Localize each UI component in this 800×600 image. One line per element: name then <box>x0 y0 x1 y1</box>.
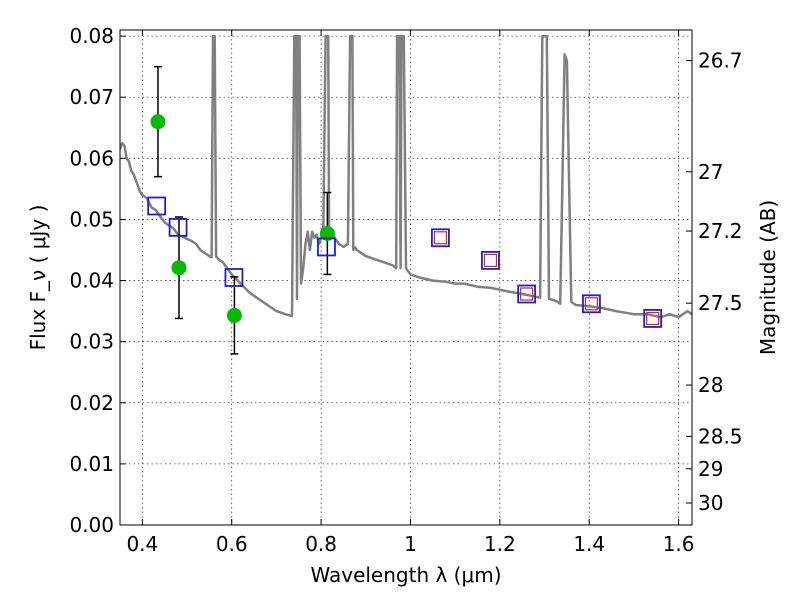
plot-frame <box>119 29 693 526</box>
x-tick-label: 1.6 <box>663 532 695 556</box>
mag-tick-label: 28 <box>698 373 723 397</box>
x-tick-label: 0.8 <box>305 532 337 556</box>
y-tick-label: 0.01 <box>69 452 114 476</box>
mag-tick-label: 28.5 <box>698 424 743 448</box>
model-square <box>643 309 663 328</box>
y-tick-label: 0.03 <box>69 330 114 354</box>
y-tick-label: 0.08 <box>69 24 114 48</box>
mag-tick-label: 29 <box>698 457 723 481</box>
mag-tick-label: 30 <box>698 491 723 515</box>
model-square <box>147 196 167 216</box>
y-tick-label: 0.02 <box>69 391 114 415</box>
upper-limit-square <box>433 231 448 245</box>
upper-limit-square <box>584 297 599 311</box>
x-axis-label: Wavelength λ (μm) <box>310 563 501 587</box>
observed-point <box>150 114 166 130</box>
axis-ticks: 0.4 0.6 0.8 1 1.2 1.4 1.6 0.00 0.01 0.02 0.03 0.04 0… <box>69 24 742 556</box>
observed-point <box>171 260 187 276</box>
y-tick-label: 0.00 <box>69 513 114 537</box>
x-tick-label: 0.6 <box>216 532 248 556</box>
model-sed-line <box>120 34 692 319</box>
x-tick-label: 1.2 <box>484 532 516 556</box>
grid <box>120 30 692 526</box>
y-tick-label: 0.05 <box>69 207 114 231</box>
model-square <box>582 294 601 314</box>
mag-tick-label: 26.7 <box>698 49 743 73</box>
model-square <box>317 237 336 257</box>
x-tick-label: 1.4 <box>573 532 605 556</box>
y-tick-label: 0.04 <box>69 269 114 293</box>
observed-point <box>319 226 335 241</box>
right-axis-label: Magnitude (AB) <box>756 200 780 355</box>
model-square <box>168 217 188 237</box>
upper-limit-square <box>483 253 498 267</box>
y-tick-label: 0.07 <box>69 85 114 109</box>
x-tick-label: 1 <box>404 532 417 556</box>
mag-tick-label: 27.5 <box>698 291 743 315</box>
y-axis-label: Flux F_ν ( μJy ) <box>26 205 50 351</box>
upper-limit-square <box>646 311 660 326</box>
mag-tick-label: 27.2 <box>698 219 743 243</box>
x-tick-label: 0.4 <box>126 532 158 556</box>
plot-series <box>120 34 692 355</box>
observed-point <box>226 307 242 323</box>
model-square <box>517 284 537 304</box>
model-square <box>224 268 244 287</box>
y-tick-label: 0.06 <box>69 146 114 170</box>
model-square <box>481 250 500 270</box>
model-square <box>431 228 450 248</box>
mag-tick-label: 27 <box>698 160 723 184</box>
upper-limit-square <box>520 287 534 301</box>
series-group <box>120 34 692 355</box>
